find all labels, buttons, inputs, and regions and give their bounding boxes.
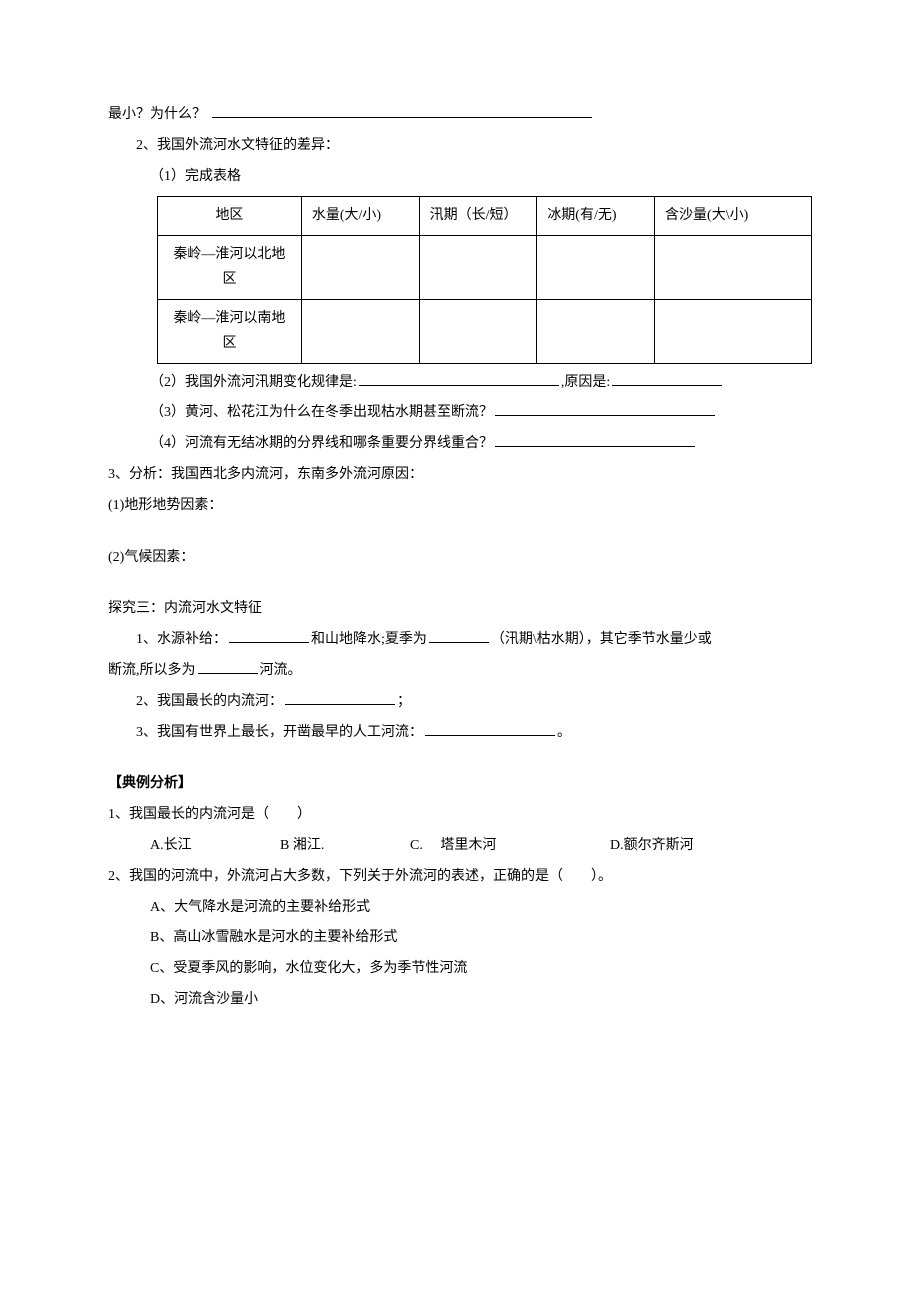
examples-title: 【典例分析】 — [108, 769, 812, 800]
inquiry3-l3: 3、我国有世界上最长，开凿最早的人工河流： 。 — [108, 718, 812, 749]
l2-text: 2、我国最长的内流河： — [136, 694, 283, 709]
td-region-south: 秦岭—淮河以南地区 — [158, 299, 302, 363]
blank-rule — [359, 369, 559, 386]
blank-season — [429, 626, 489, 643]
td-empty — [655, 235, 812, 299]
l1end: 河流。 — [260, 663, 302, 678]
q1-opt-d: D.额尔齐斯河 — [610, 831, 760, 862]
l1a: 1、水源补给： — [136, 632, 227, 647]
top-fragment-text: 最小？为什么？ — [108, 107, 206, 122]
td-region-north: 秦岭—淮河以北地区 — [158, 235, 302, 299]
th-flood: 汛期（长/短） — [419, 197, 537, 235]
q1-text: 1、我国最长的内流河是（ ） — [108, 800, 812, 831]
inquiry3-l2: 2、我国最长的内流河： ； — [108, 687, 812, 718]
l1cont: 断流,所以多为 — [108, 663, 196, 678]
sub4-text: （4）河流有无结冰期的分界线和哪条重要分界线重合？ — [150, 436, 493, 451]
q1-opt-c: C. 塔里木河 — [410, 831, 610, 862]
top-fragment-line: 最小？为什么？ — [108, 100, 812, 131]
th-ice: 冰期(有/无) — [537, 197, 655, 235]
inquiry3-l1: 1、水源补给： 和山地降水;夏季为 （汛期\枯水期），其它季节水量少或 — [108, 625, 812, 656]
q2-opt-d: D、河流含沙量小 — [108, 985, 812, 1016]
q1-opt-b: B 湘江. — [280, 831, 410, 862]
table-row: 秦岭—淮河以北地区 — [158, 235, 812, 299]
td-empty — [537, 235, 655, 299]
l3-end: 。 — [557, 725, 571, 740]
td-empty — [419, 235, 537, 299]
q2-text: 2、我国的河流中，外流河占大多数，下列关于外流河的表述，正确的是（ ）。 — [108, 862, 812, 893]
td-empty — [419, 299, 537, 363]
blank-canal — [425, 719, 555, 736]
blank-supply — [229, 626, 309, 643]
spacer — [108, 748, 812, 769]
sec3-p1: (1)地形地势因素： — [108, 491, 812, 522]
table-row: 秦岭—淮河以南地区 — [158, 299, 812, 363]
blank-sub3 — [495, 400, 715, 417]
l1b: 和山地降水;夏季为 — [311, 632, 427, 647]
q2-opt-b: B、高山冰雪融水是河水的主要补给形式 — [108, 923, 812, 954]
spacer — [108, 522, 812, 543]
inquiry3-title: 探究三：内流河水文特征 — [108, 594, 812, 625]
q2-opt-c: C、受夏季风的影响，水位变化大，多为季节性河流 — [108, 954, 812, 985]
sub2-text-b: ,原因是: — [561, 375, 610, 390]
blank-sub4 — [495, 430, 695, 447]
blank-top — [212, 101, 592, 118]
l2-end: ； — [397, 694, 411, 709]
sec2-sub2: （2）我国外流河汛期变化规律是: ,原因是: — [108, 368, 812, 399]
sec2-sub1: （1）完成表格 — [108, 162, 812, 193]
q1-opt-a: A.长江 — [150, 831, 280, 862]
th-volume: 水量(大/小) — [301, 197, 419, 235]
l3-text: 3、我国有世界上最长，开凿最早的人工河流： — [136, 725, 423, 740]
spacer — [108, 573, 812, 594]
th-sand: 含沙量(大\小) — [655, 197, 812, 235]
table-header-row: 地区 水量(大/小) 汛期（长/短） 冰期(有/无) 含沙量(大\小) — [158, 197, 812, 235]
blank-reason — [612, 369, 722, 386]
sub2-text-a: （2）我国外流河汛期变化规律是: — [150, 375, 357, 390]
td-empty — [537, 299, 655, 363]
blank-river-type — [198, 657, 258, 674]
inquiry3-l1-cont: 断流,所以多为 河流。 — [108, 656, 812, 687]
td-empty — [301, 235, 419, 299]
q1-options: A.长江 B 湘江. C. 塔里木河 D.额尔齐斯河 — [108, 831, 812, 862]
sec2-title: 2、我国外流河水文特征的差异： — [108, 131, 812, 162]
td-empty — [301, 299, 419, 363]
characteristics-table: 地区 水量(大/小) 汛期（长/短） 冰期(有/无) 含沙量(大\小) 秦岭—淮… — [157, 196, 812, 363]
sec2-sub4: （4）河流有无结冰期的分界线和哪条重要分界线重合？ — [108, 429, 812, 460]
sec3-title: 3、分析：我国西北多内流河，东南多外流河原因： — [108, 460, 812, 491]
th-region: 地区 — [158, 197, 302, 235]
sec3-p2: (2)气候因素： — [108, 543, 812, 574]
td-empty — [655, 299, 812, 363]
q2-opt-a: A、大气降水是河流的主要补给形式 — [108, 893, 812, 924]
blank-longest-inland — [285, 688, 395, 705]
sub3-text: （3）黄河、松花江为什么在冬季出现枯水期甚至断流？ — [150, 405, 493, 420]
l1c: （汛期\枯水期），其它季节水量少或 — [491, 632, 712, 647]
sec2-sub3: （3）黄河、松花江为什么在冬季出现枯水期甚至断流？ — [108, 398, 812, 429]
